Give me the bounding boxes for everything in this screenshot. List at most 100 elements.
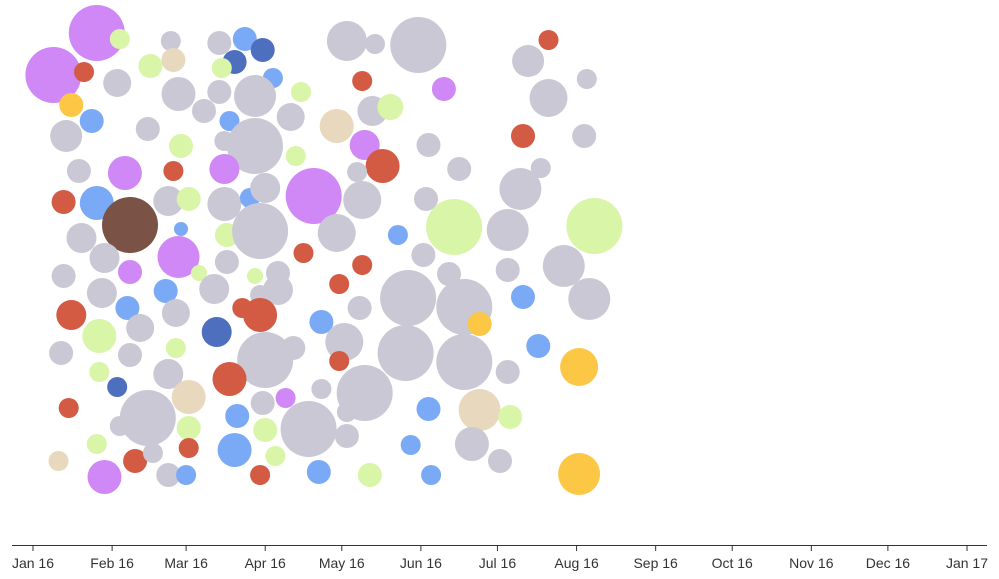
bubble-point bbox=[207, 80, 232, 104]
bubble-point bbox=[59, 93, 84, 117]
bubble-point bbox=[365, 34, 385, 54]
bubble-point bbox=[319, 109, 354, 143]
bubble-point bbox=[576, 69, 597, 89]
bubble-point bbox=[343, 181, 382, 219]
x-tick-label: Jan 16 bbox=[12, 555, 54, 571]
bubble-point bbox=[572, 124, 597, 148]
bubble-point bbox=[79, 109, 104, 133]
bubble-point bbox=[214, 250, 239, 274]
bubble-point bbox=[190, 265, 207, 281]
bubble-point bbox=[447, 157, 472, 181]
bubble-point bbox=[102, 197, 158, 253]
bubble-point bbox=[109, 416, 130, 436]
bubble-point bbox=[176, 416, 201, 440]
bubble-point bbox=[250, 465, 271, 485]
x-tick-label: Nov 16 bbox=[789, 555, 834, 571]
bubble-point bbox=[207, 187, 242, 221]
x-tick-label: Jan 17 bbox=[946, 555, 988, 571]
bubble-point bbox=[79, 186, 114, 220]
bubble-point bbox=[119, 390, 176, 446]
bubble-point bbox=[115, 296, 140, 320]
bubble-point bbox=[217, 433, 252, 467]
bubble-point bbox=[291, 82, 311, 102]
bubble-point bbox=[365, 149, 400, 183]
bubble-point bbox=[153, 186, 184, 216]
bubble-point bbox=[309, 310, 334, 334]
bubble-point bbox=[280, 401, 337, 457]
bubble-point bbox=[317, 214, 356, 252]
bubble-point bbox=[25, 47, 82, 103]
bubble-point bbox=[171, 380, 206, 414]
bubble-point bbox=[74, 62, 94, 82]
bubble-point bbox=[377, 325, 434, 381]
bubble-point bbox=[82, 319, 117, 353]
bubble-point bbox=[161, 48, 186, 72]
bubble-point bbox=[243, 298, 278, 332]
bubble-point bbox=[89, 362, 110, 382]
bubble-point bbox=[87, 460, 122, 494]
x-axis-ticks: Jan 16 Feb 16 Mar 16 Apr 16 May 16 Jun 16 Jul … bbox=[12, 545, 988, 571]
bubble-point bbox=[495, 360, 520, 384]
bubble-point bbox=[560, 348, 599, 386]
bubble-point bbox=[416, 397, 441, 421]
bubble-point bbox=[326, 21, 367, 61]
bubble-point bbox=[538, 30, 559, 50]
x-tick-label: Jul 16 bbox=[479, 555, 517, 571]
bubble-point bbox=[511, 124, 535, 148]
bubble-point bbox=[250, 173, 281, 203]
bubble-point bbox=[558, 453, 601, 495]
x-axis: Jan 16 Feb 16 Mar 16 Apr 16 May 16 Jun 16 Jul … bbox=[12, 545, 988, 571]
bubble-point bbox=[431, 77, 456, 101]
bubble-point bbox=[51, 264, 76, 288]
bubble-point bbox=[109, 29, 130, 49]
bubble-point bbox=[454, 427, 489, 461]
x-tick-label: Feb 16 bbox=[90, 555, 134, 571]
bubble-point bbox=[219, 111, 240, 131]
bubble-point bbox=[165, 338, 186, 358]
bubble-point bbox=[352, 255, 373, 275]
bubble-point bbox=[347, 296, 372, 320]
bubble-point bbox=[387, 225, 408, 245]
bubble-point bbox=[169, 134, 193, 158]
bubble-point bbox=[377, 94, 404, 120]
bubble-point bbox=[161, 299, 190, 327]
bubble-point bbox=[311, 379, 332, 399]
x-tick-label: Oct 16 bbox=[712, 555, 753, 571]
bubble-point bbox=[357, 463, 382, 487]
bubble-point bbox=[50, 120, 83, 152]
bubble-point bbox=[526, 334, 551, 358]
bubble-point bbox=[103, 69, 132, 97]
x-tick-label: Sep 16 bbox=[633, 555, 678, 571]
bubble-point bbox=[123, 449, 148, 473]
bubble-point bbox=[225, 404, 250, 428]
bubble-point bbox=[163, 161, 184, 181]
bubble-point bbox=[207, 31, 232, 55]
bubble-point bbox=[66, 159, 91, 183]
bubble-point bbox=[568, 278, 611, 320]
bubble-point bbox=[68, 5, 125, 61]
bubble-point bbox=[51, 190, 76, 214]
bubble-point bbox=[400, 435, 421, 455]
bubble-point bbox=[275, 388, 296, 408]
bubble-point bbox=[201, 317, 232, 347]
bubble-point bbox=[329, 274, 350, 294]
bubble-point bbox=[529, 79, 568, 117]
bubble-point bbox=[153, 279, 178, 303]
bubble-point bbox=[107, 377, 128, 397]
x-tick-label: Dec 16 bbox=[866, 555, 911, 571]
bubble-point bbox=[499, 168, 542, 210]
bubble-point bbox=[390, 17, 447, 73]
bubble-point bbox=[352, 71, 373, 91]
bubble-point bbox=[89, 243, 120, 273]
bubble-point bbox=[49, 341, 74, 365]
bubble-point bbox=[467, 312, 492, 336]
bubble-point bbox=[436, 334, 493, 390]
bubble-point bbox=[530, 158, 551, 178]
bubble-point bbox=[250, 38, 275, 62]
x-tick-label: May 16 bbox=[319, 555, 365, 571]
bubble-point bbox=[380, 270, 437, 326]
bubble-point bbox=[234, 75, 276, 117]
bubble-point bbox=[157, 236, 200, 278]
bubble-point bbox=[306, 460, 331, 484]
bubble-point bbox=[285, 168, 342, 224]
